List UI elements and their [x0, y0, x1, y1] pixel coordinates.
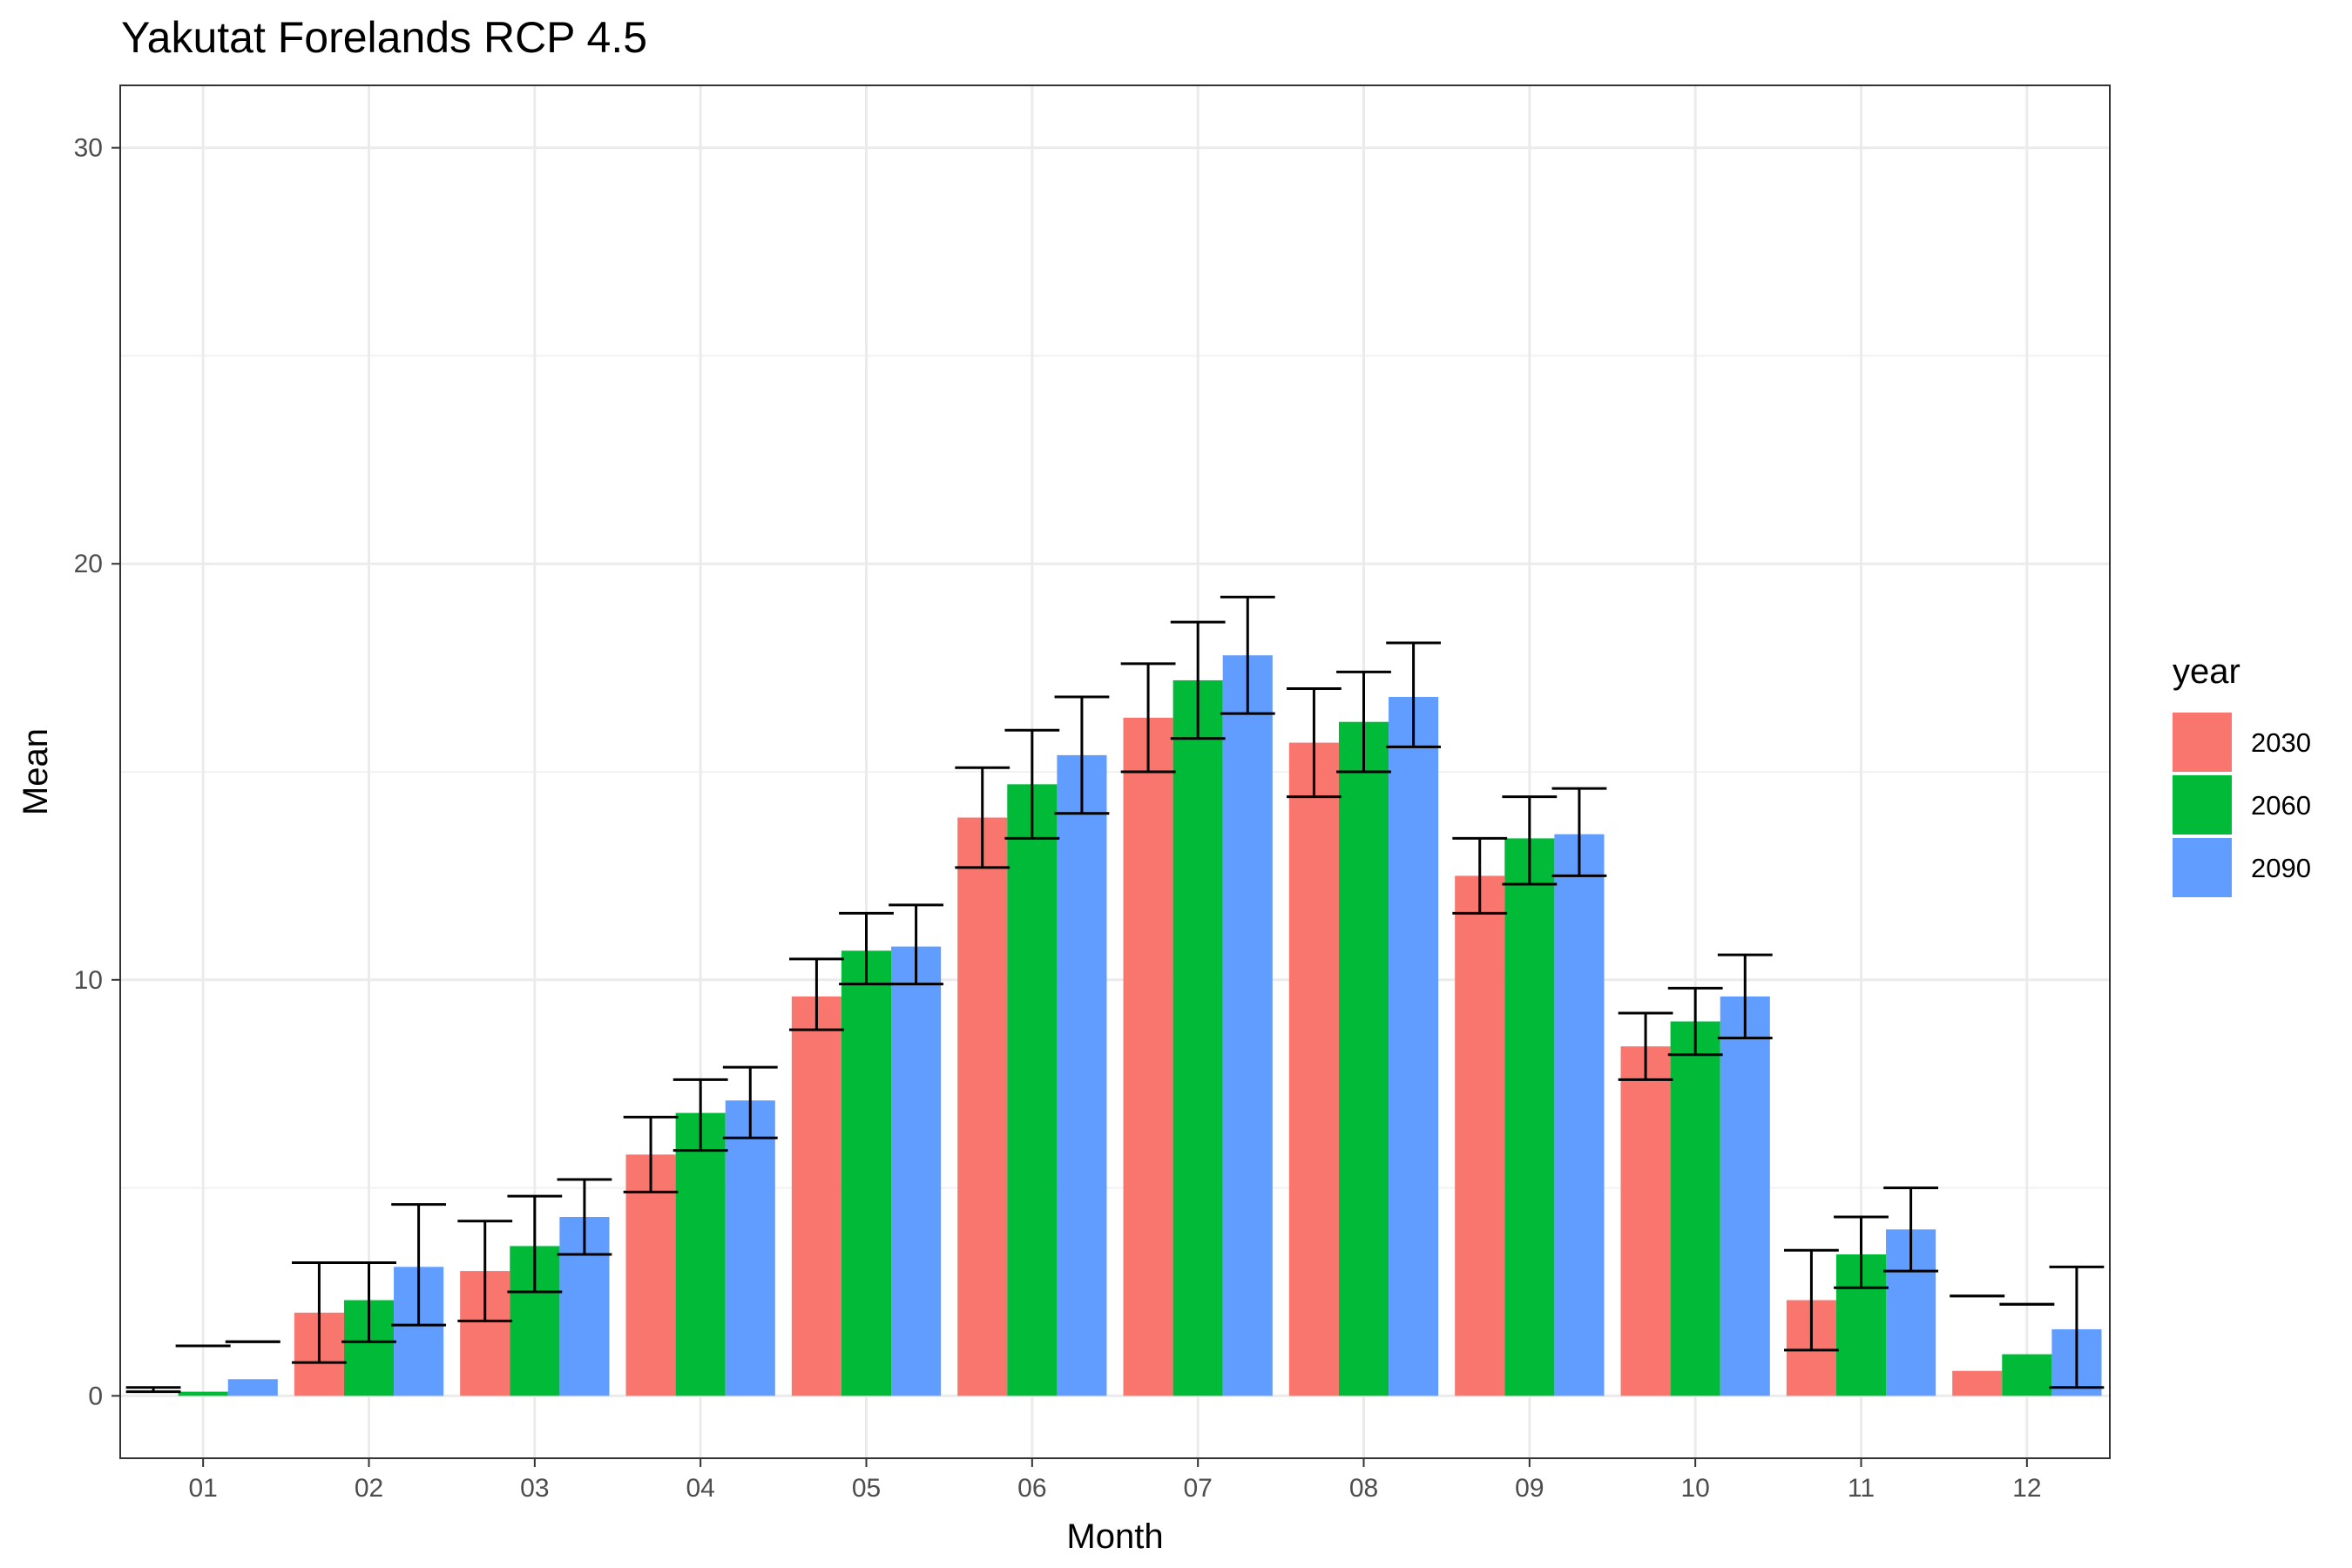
bar-2060-06: [1007, 784, 1058, 1396]
bar-2060-12: [2002, 1354, 2052, 1396]
x-tick-label: 05: [852, 1474, 881, 1503]
error-bar-2090-05: [889, 903, 944, 986]
error-bar-2030-07: [1120, 662, 1176, 774]
bar-2090-08: [1389, 697, 1439, 1396]
error-bar-2060-02: [341, 1261, 396, 1343]
legend: year 2030 2060 2090: [2173, 652, 2311, 897]
bar-2060-04: [675, 1112, 726, 1396]
error-bar-2030-09: [1452, 836, 1508, 915]
error-bar-2030-03: [457, 1220, 513, 1322]
y-tick-label: 0: [88, 1382, 103, 1410]
error-bar-2090-12: [2049, 1265, 2105, 1389]
x-tick-label: 08: [1349, 1474, 1378, 1503]
legend-title: year: [2173, 652, 2240, 691]
error-bar-2090-09: [1551, 787, 1607, 877]
error-bar-2060-06: [1004, 728, 1060, 840]
x-tick-label: 09: [1515, 1474, 1544, 1503]
bar-2090-05: [891, 946, 942, 1396]
bar-2030-09: [1455, 875, 1505, 1396]
y-axis-title: Mean: [17, 728, 55, 815]
bar-2030-04: [625, 1154, 676, 1396]
error-bar-2060-03: [507, 1194, 563, 1294]
bar-2060-07: [1173, 679, 1223, 1396]
bar-2060-10: [1670, 1021, 1720, 1396]
error-bar-2090-07: [1220, 595, 1275, 715]
bar-2060-08: [1338, 721, 1389, 1396]
x-tick-label: 04: [686, 1474, 714, 1503]
x-axis-title: Month: [1066, 1517, 1163, 1556]
bar-2030-10: [1620, 1046, 1671, 1396]
error-bar-2030-01: [125, 1386, 181, 1394]
error-bar-2060-10: [1667, 986, 1723, 1057]
y-tick-label: 30: [74, 134, 103, 163]
y-tick-label: 20: [74, 550, 103, 578]
bar-2090-06: [1057, 754, 1107, 1396]
x-tick-label: 11: [1848, 1474, 1875, 1503]
x-tick-label: 10: [1680, 1474, 1709, 1503]
x-tick-label: 06: [1017, 1474, 1046, 1503]
x-tick-label: 02: [355, 1474, 383, 1503]
bar-2060-09: [1504, 838, 1555, 1396]
error-bar-2030-04: [623, 1115, 679, 1193]
error-bar-2090-06: [1054, 695, 1110, 815]
x-axis: 01 02 03 04 05 06 07 08 09 10 11 12: [188, 1458, 2042, 1503]
error-bar-2030-06: [955, 766, 1010, 869]
error-bar-2030-02: [291, 1261, 347, 1364]
error-bar-2060-04: [672, 1078, 728, 1152]
error-bar-2090-03: [557, 1178, 612, 1256]
error-bar-2030-08: [1286, 686, 1342, 799]
bar-2030-12: [1952, 1370, 2003, 1396]
x-tick-label: 12: [2012, 1474, 2041, 1503]
bars: [178, 655, 2102, 1396]
bar-2030-05: [791, 996, 841, 1396]
legend-key-2090: [2173, 838, 2232, 897]
minor-gridlines: [120, 355, 2110, 1189]
error-bar-2030-11: [1783, 1248, 1839, 1352]
y-tick-label: 10: [74, 966, 103, 995]
bar-2090-04: [725, 1100, 775, 1396]
error-bar-2090-11: [1883, 1186, 1939, 1273]
bar-2090-09: [1554, 834, 1605, 1396]
y-axis: 0 10 20 30: [74, 134, 120, 1410]
panel-border: [119, 84, 2111, 1459]
x-tick-label: 07: [1183, 1474, 1212, 1503]
legend-key-2060: [2173, 775, 2232, 835]
x-tick-label: 01: [188, 1474, 217, 1503]
bar-2090-07: [1222, 655, 1273, 1396]
x-tick-label: 03: [520, 1474, 549, 1503]
bar-2060-05: [841, 950, 892, 1396]
error-bar-2030-05: [788, 957, 844, 1031]
chart-title: Yakutat Forelands RCP 4.5: [121, 13, 648, 62]
error-bar-2060-05: [839, 911, 894, 986]
error-bar-2030-10: [1618, 1011, 1673, 1081]
bar-2030-08: [1288, 742, 1339, 1396]
error-bar-2060-07: [1170, 620, 1226, 740]
error-bar-2060-08: [1336, 670, 1391, 774]
bar-2060-01: [178, 1391, 228, 1396]
legend-label-2060: 2060: [2251, 790, 2311, 821]
legend-key-2030: [2173, 713, 2232, 772]
error-bar-2090-02: [391, 1203, 447, 1327]
bar-2030-06: [957, 817, 1008, 1396]
error-bar-2090-08: [1386, 641, 1442, 748]
error-bars: [125, 595, 2105, 1394]
bar-2090-01: [227, 1379, 278, 1396]
error-bar-2060-11: [1834, 1215, 1889, 1289]
error-bar-2090-10: [1717, 953, 1773, 1040]
legend-items: 2030 2060 2090: [2173, 713, 2311, 897]
legend-label-2090: 2090: [2251, 853, 2311, 883]
legend-label-2030: 2030: [2251, 727, 2311, 758]
bar-2090-10: [1720, 996, 1770, 1396]
error-bar-2060-09: [1502, 795, 1558, 886]
error-bar-2090-04: [722, 1065, 778, 1139]
bar-2030-07: [1123, 717, 1173, 1396]
